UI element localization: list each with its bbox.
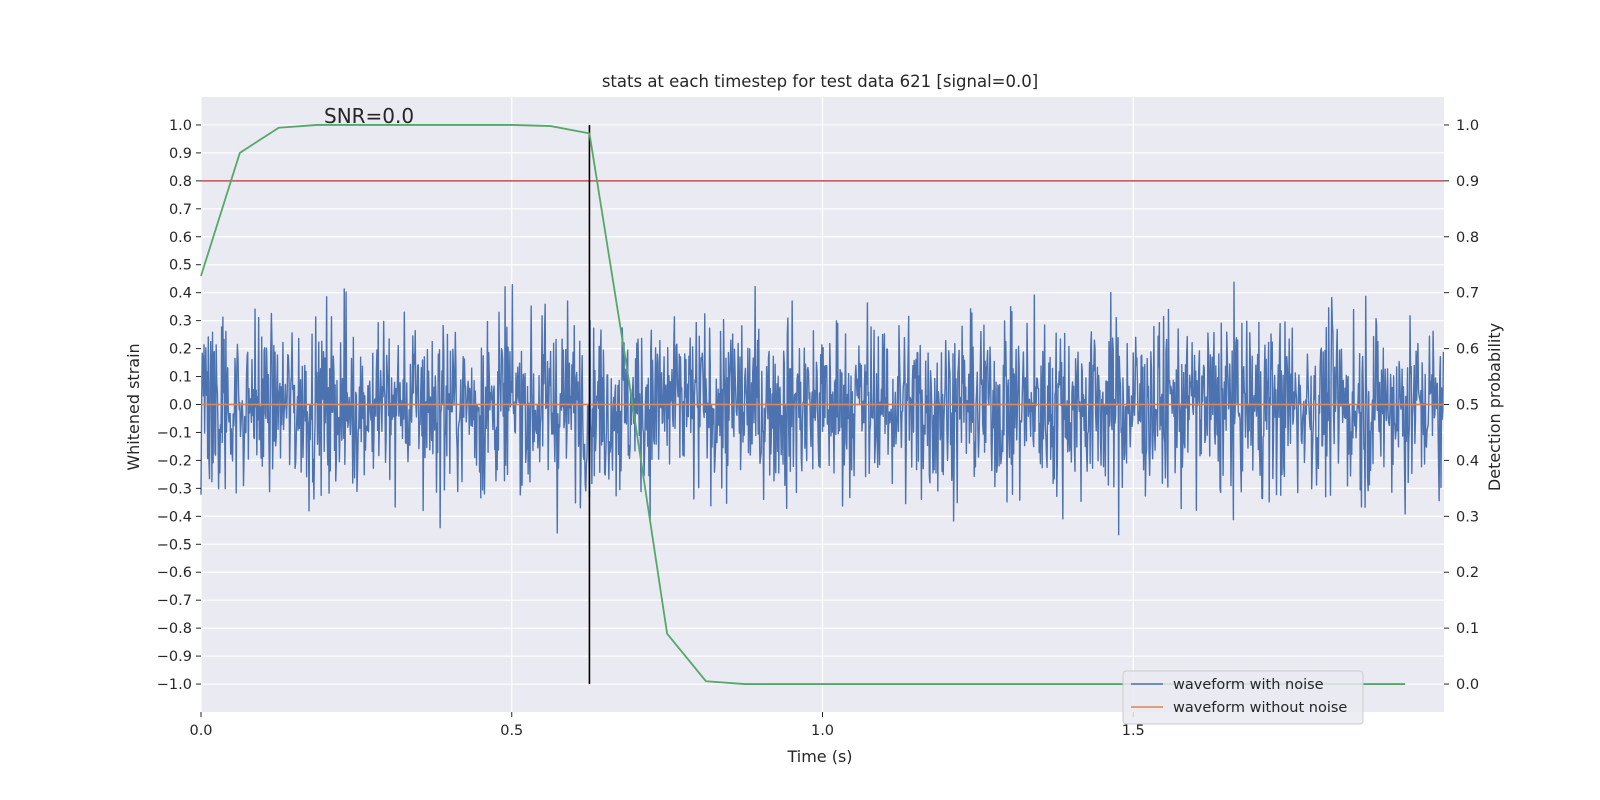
y-tick-label: −0.1 — [157, 425, 192, 441]
y2-tick-label: 0.9 — [1456, 174, 1479, 190]
left-axis-ticks: 1.0 0.9 0.8 0.7 0.6 0.5 0.4 0.3 0.2 0.1 0.0 −0.1 −0.… — [157, 118, 201, 693]
legend: waveform with noise waveform without noi… — [1122, 670, 1364, 725]
y-tick-label: 0.9 — [169, 146, 192, 162]
y-tick-label: −0.8 — [157, 621, 192, 637]
y-tick-label: −1.0 — [157, 677, 192, 693]
y-tick-label: 0.7 — [169, 202, 192, 218]
y2-tick-label: 0.8 — [1456, 230, 1479, 246]
y2-tick-label: 0.6 — [1456, 342, 1479, 358]
waveform-with-noise-line — [200, 281, 1445, 536]
x-axis-ticks: 0.0 0.5 1.0 1.5 — [189, 712, 1145, 739]
y2-tick-label: 0.5 — [1456, 398, 1479, 414]
snr-annotation: SNR=0.0 — [324, 104, 414, 128]
y-tick-label: 0.6 — [169, 230, 192, 246]
y-tick-label: 1.0 — [169, 118, 192, 134]
y-tick-label: −0.4 — [157, 509, 192, 525]
y2-tick-label: 0.4 — [1456, 453, 1479, 469]
y-tick-label: 0.3 — [169, 314, 192, 330]
x-axis-label: Time (s) — [786, 747, 852, 766]
y-tick-label: −0.3 — [157, 481, 192, 497]
y-tick-label: 0.8 — [169, 174, 192, 190]
y2-tick-label: 0.2 — [1456, 565, 1479, 581]
x-tick-label: 1.0 — [811, 723, 834, 739]
y2-tick-label: 0.3 — [1456, 509, 1479, 525]
detection-probability-line — [200, 124, 1406, 685]
y2-tick-label: 0.7 — [1456, 286, 1479, 302]
x-tick-label: 0.0 — [189, 723, 212, 739]
y-tick-label: −0.6 — [157, 565, 192, 581]
y-tick-label: 0.2 — [169, 342, 192, 358]
waveform-with-noise-series — [200, 281, 1445, 536]
y2-tick-label: 1.0 — [1456, 118, 1479, 134]
y-tick-label: 0.0 — [169, 398, 192, 414]
legend-label-noise: waveform with noise — [1173, 677, 1324, 693]
right-axis-ticks: 1.0 0.9 0.8 0.7 0.6 0.5 0.4 0.3 0.2 0.1 0.0 — [1444, 118, 1479, 693]
y-tick-label: −0.9 — [157, 649, 192, 665]
lines-layer — [200, 124, 1444, 685]
y2-tick-label: 0.0 — [1456, 677, 1479, 693]
y-tick-label: −0.5 — [157, 537, 192, 553]
legend-box — [1122, 670, 1364, 725]
y-tick-label: 0.5 — [169, 258, 192, 274]
y-tick-label: 0.4 — [169, 286, 192, 302]
y-tick-label: −0.2 — [157, 453, 192, 469]
x-tick-label: 1.5 — [1122, 723, 1145, 739]
y-axis-label: Whitened strain — [124, 343, 143, 470]
x-tick-label: 0.5 — [500, 723, 523, 739]
y2-tick-label: 0.1 — [1456, 621, 1479, 637]
y2-axis-label: Detection probability — [1485, 323, 1504, 491]
y-tick-label: −0.7 — [157, 593, 192, 609]
chart-title: stats at each timestep for test data 621… — [602, 72, 1038, 91]
legend-label-clean: waveform without noise — [1173, 700, 1347, 716]
y-tick-label: 0.1 — [169, 370, 192, 386]
